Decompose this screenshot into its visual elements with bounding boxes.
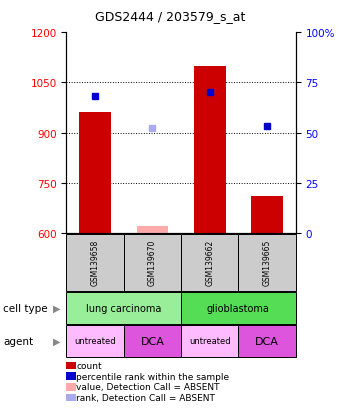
Text: lung carcinoma: lung carcinoma xyxy=(86,303,162,313)
Text: ▶: ▶ xyxy=(53,336,61,346)
Text: untreated: untreated xyxy=(74,337,116,346)
Text: count: count xyxy=(76,361,102,370)
Text: GSM139665: GSM139665 xyxy=(262,240,272,286)
Text: DCA: DCA xyxy=(140,336,164,346)
Text: GSM139658: GSM139658 xyxy=(90,240,100,286)
Text: GDS2444 / 203579_s_at: GDS2444 / 203579_s_at xyxy=(95,10,245,23)
Text: glioblastoma: glioblastoma xyxy=(207,303,270,313)
Text: agent: agent xyxy=(3,336,34,346)
Text: percentile rank within the sample: percentile rank within the sample xyxy=(76,372,230,381)
Text: cell type: cell type xyxy=(3,303,48,313)
Bar xyxy=(251,197,283,233)
Text: DCA: DCA xyxy=(255,336,279,346)
Text: ▶: ▶ xyxy=(53,303,61,313)
Text: rank, Detection Call = ABSENT: rank, Detection Call = ABSENT xyxy=(76,393,215,402)
Text: value, Detection Call = ABSENT: value, Detection Call = ABSENT xyxy=(76,382,220,392)
Bar xyxy=(137,227,168,233)
Text: untreated: untreated xyxy=(189,337,231,346)
Text: GSM139662: GSM139662 xyxy=(205,240,214,286)
Text: GSM139670: GSM139670 xyxy=(148,240,157,286)
Bar xyxy=(194,66,225,233)
Bar xyxy=(79,113,111,233)
